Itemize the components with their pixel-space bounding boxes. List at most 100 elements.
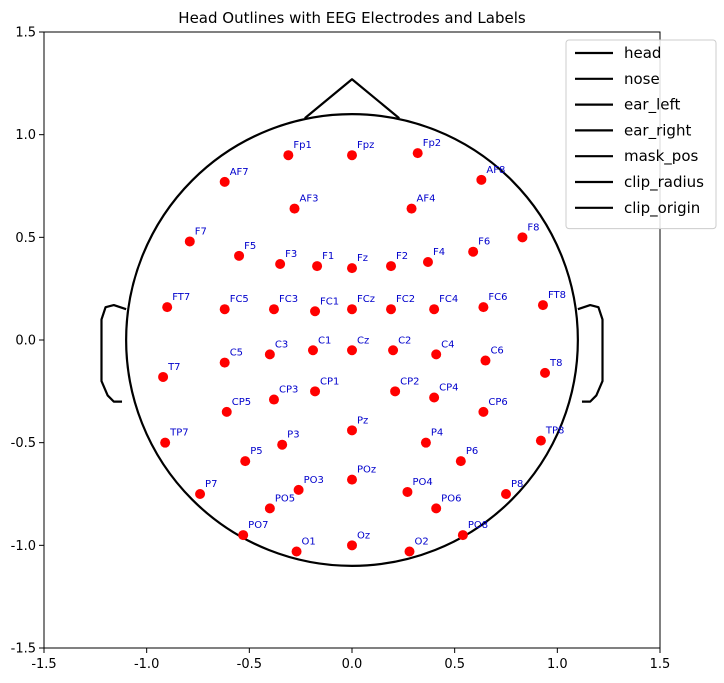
electrode-po3 [293, 484, 304, 495]
electrode-po4 [402, 486, 413, 497]
nose-outline [304, 78, 400, 120]
electrode-label-cp3: CP3 [279, 385, 298, 396]
electrode-label-po7: PO7 [248, 520, 268, 531]
electrode-label-f7: F7 [195, 226, 207, 237]
electrode-fc1 [310, 306, 321, 317]
electrode-po7 [238, 530, 249, 541]
electrode-f7 [184, 236, 195, 247]
electrode-fc4 [429, 304, 440, 315]
electrode-o2 [404, 546, 415, 557]
legend-entry-ear-left: ear_left [624, 96, 681, 115]
electrode-label-fc5: FC5 [230, 294, 249, 305]
legend-entry-ear-right: ear_right [624, 121, 691, 140]
electrode-label-poz: POz [357, 465, 376, 476]
head-outlines [100, 78, 604, 567]
electrode-cp4 [429, 392, 440, 403]
electrode-tp7 [160, 437, 171, 448]
electrode-label-fp1: Fp1 [293, 140, 311, 151]
electrode-label-po4: PO4 [412, 477, 432, 488]
electrode-cz [347, 345, 357, 356]
electrode-af3 [289, 203, 300, 214]
electrode-label-cp1: CP1 [320, 376, 339, 387]
electrode-o1 [291, 546, 302, 557]
y-tick-label: 1.0 [15, 128, 36, 143]
electrode-label-po6: PO6 [441, 493, 461, 504]
electrode-label-af8: AF8 [486, 165, 505, 176]
electrode-label-cp4: CP4 [439, 382, 458, 393]
electrode-f5 [234, 250, 245, 261]
electrode-f1 [312, 261, 323, 272]
electrode-label-oz: Oz [357, 530, 370, 541]
electrode-label-cp5: CP5 [232, 397, 251, 408]
y-tick-label: -0.5 [11, 436, 36, 451]
electrode-label-fz: Fz [357, 253, 368, 264]
electrode-fpz [347, 150, 357, 161]
electrode-pz [347, 425, 357, 436]
electrode-label-fc1: FC1 [320, 296, 339, 307]
legend-entry-nose: nose [624, 70, 660, 88]
electrode-label-c4: C4 [441, 339, 454, 350]
electrode-label-f5: F5 [244, 241, 256, 252]
electrode-fp2 [412, 148, 423, 159]
electrode-f2 [386, 261, 397, 272]
electrode-label-c3: C3 [275, 339, 288, 350]
electrode-p3 [277, 439, 288, 450]
electrode-label-po8: PO8 [468, 520, 488, 531]
x-tick-label: -1.0 [134, 657, 159, 672]
electrode-fz [347, 263, 357, 274]
electrode-p5 [240, 456, 251, 467]
electrode-label-f2: F2 [396, 251, 408, 262]
electrode-label-o1: O1 [302, 536, 316, 547]
electrode-label-t7: T7 [167, 362, 180, 373]
electrode-label-c6: C6 [490, 346, 503, 357]
head-outline [125, 113, 579, 567]
electrode-label-po5: PO5 [275, 493, 295, 504]
legend: head nose ear_left ear_right mask_pos clip_ra… [565, 39, 717, 230]
electrode-label-tp8: TP8 [545, 426, 565, 437]
electrode-label-fc3: FC3 [279, 294, 298, 305]
electrode-label-f8: F8 [527, 222, 539, 233]
electrode-label-f3: F3 [285, 249, 297, 260]
electrode-fc2 [386, 304, 397, 315]
electrode-label-fpz: Fpz [357, 140, 374, 151]
electrode-label-af7: AF7 [230, 167, 249, 178]
electrode-label-fp2: Fp2 [423, 138, 441, 149]
electrode-label-tp7: TP7 [169, 428, 189, 439]
electrode-label-ft8: FT8 [548, 290, 566, 301]
electrode-label-t8: T8 [549, 358, 562, 369]
electrode-f3 [275, 259, 286, 270]
electrode-tp8 [535, 435, 546, 446]
electrode-f8 [517, 232, 528, 243]
electrode-af4 [406, 203, 417, 214]
electrode-c6 [480, 355, 491, 366]
electrode-label-cz: Cz [357, 335, 369, 346]
electrode-p4 [420, 437, 431, 448]
electrode-c2 [388, 345, 399, 356]
x-tick-label: 1.5 [650, 657, 671, 672]
electrode-ft8 [537, 300, 548, 311]
x-tick-label: 1.0 [547, 657, 568, 672]
electrode-po6 [431, 503, 442, 514]
electrode-oz [347, 540, 357, 551]
ear-right-outline [577, 303, 604, 403]
electrode-label-pz: Pz [357, 415, 368, 426]
electrode-poz [347, 474, 357, 485]
y-tick-label: -1.0 [11, 539, 36, 554]
electrode-ft7 [162, 302, 173, 313]
electrode-label-f1: F1 [322, 251, 334, 262]
electrode-label-o2: O2 [414, 536, 428, 547]
electrode-label-p5: P5 [250, 446, 262, 457]
electrode-c4 [431, 349, 442, 360]
electrode-fc3 [268, 304, 279, 315]
electrode-po8 [457, 530, 468, 541]
electrode-cp5 [221, 406, 232, 417]
electrode-label-p8: P8 [511, 479, 523, 490]
electrode-af8 [476, 174, 487, 185]
chart-title: Head Outlines with EEG Electrodes and La… [178, 9, 526, 27]
x-tick-label: 0.5 [444, 657, 465, 672]
electrode-label-af3: AF3 [300, 194, 319, 205]
y-tick-label: 1.5 [15, 26, 36, 41]
electrode-f6 [468, 246, 479, 257]
x-tick-label: -0.5 [237, 657, 262, 672]
